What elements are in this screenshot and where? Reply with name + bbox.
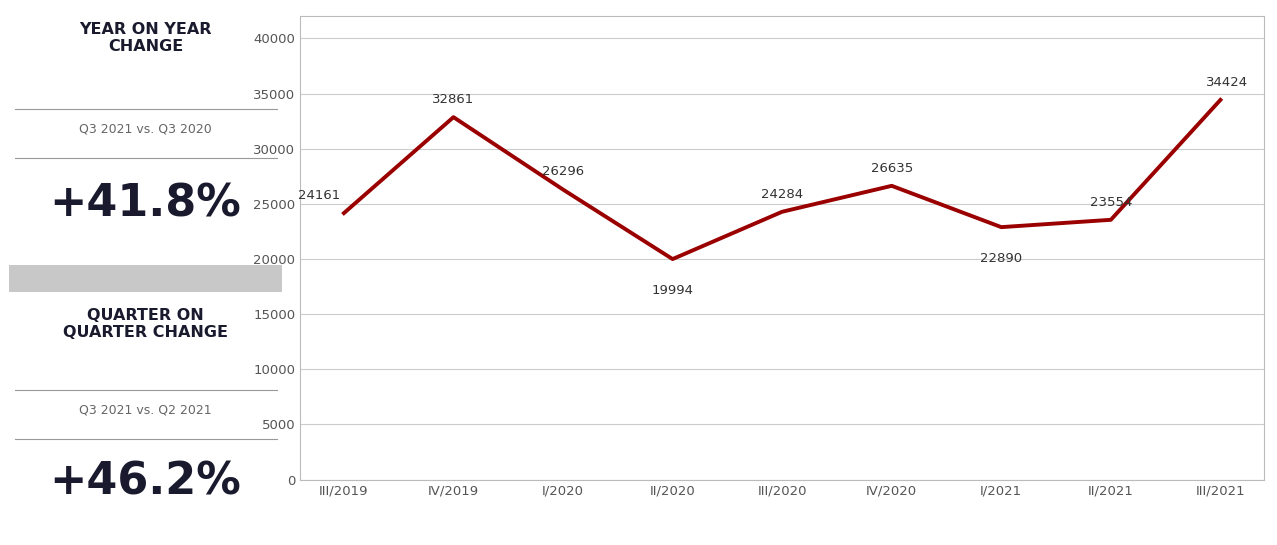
Text: QUARTER ON
QUARTER CHANGE: QUARTER ON QUARTER CHANGE bbox=[63, 308, 229, 340]
Text: 19994: 19994 bbox=[651, 284, 693, 297]
Text: +46.2%: +46.2% bbox=[50, 461, 241, 504]
Text: 26635: 26635 bbox=[871, 162, 913, 175]
Text: 26296: 26296 bbox=[541, 166, 584, 178]
Text: 24161: 24161 bbox=[298, 189, 340, 202]
Text: Q3 2021 vs. Q3 2020: Q3 2021 vs. Q3 2020 bbox=[79, 123, 212, 136]
Text: Q3 2021 vs. Q2 2021: Q3 2021 vs. Q2 2021 bbox=[79, 403, 212, 416]
Text: 24284: 24284 bbox=[761, 187, 803, 201]
Text: 32861: 32861 bbox=[433, 93, 475, 106]
Text: 22890: 22890 bbox=[981, 252, 1023, 265]
Text: +41.8%: +41.8% bbox=[50, 183, 241, 226]
Text: YEAR ON YEAR
CHANGE: YEAR ON YEAR CHANGE bbox=[79, 22, 212, 54]
FancyBboxPatch shape bbox=[9, 265, 282, 292]
Text: 34424: 34424 bbox=[1207, 76, 1249, 89]
Text: 23554: 23554 bbox=[1089, 196, 1131, 209]
